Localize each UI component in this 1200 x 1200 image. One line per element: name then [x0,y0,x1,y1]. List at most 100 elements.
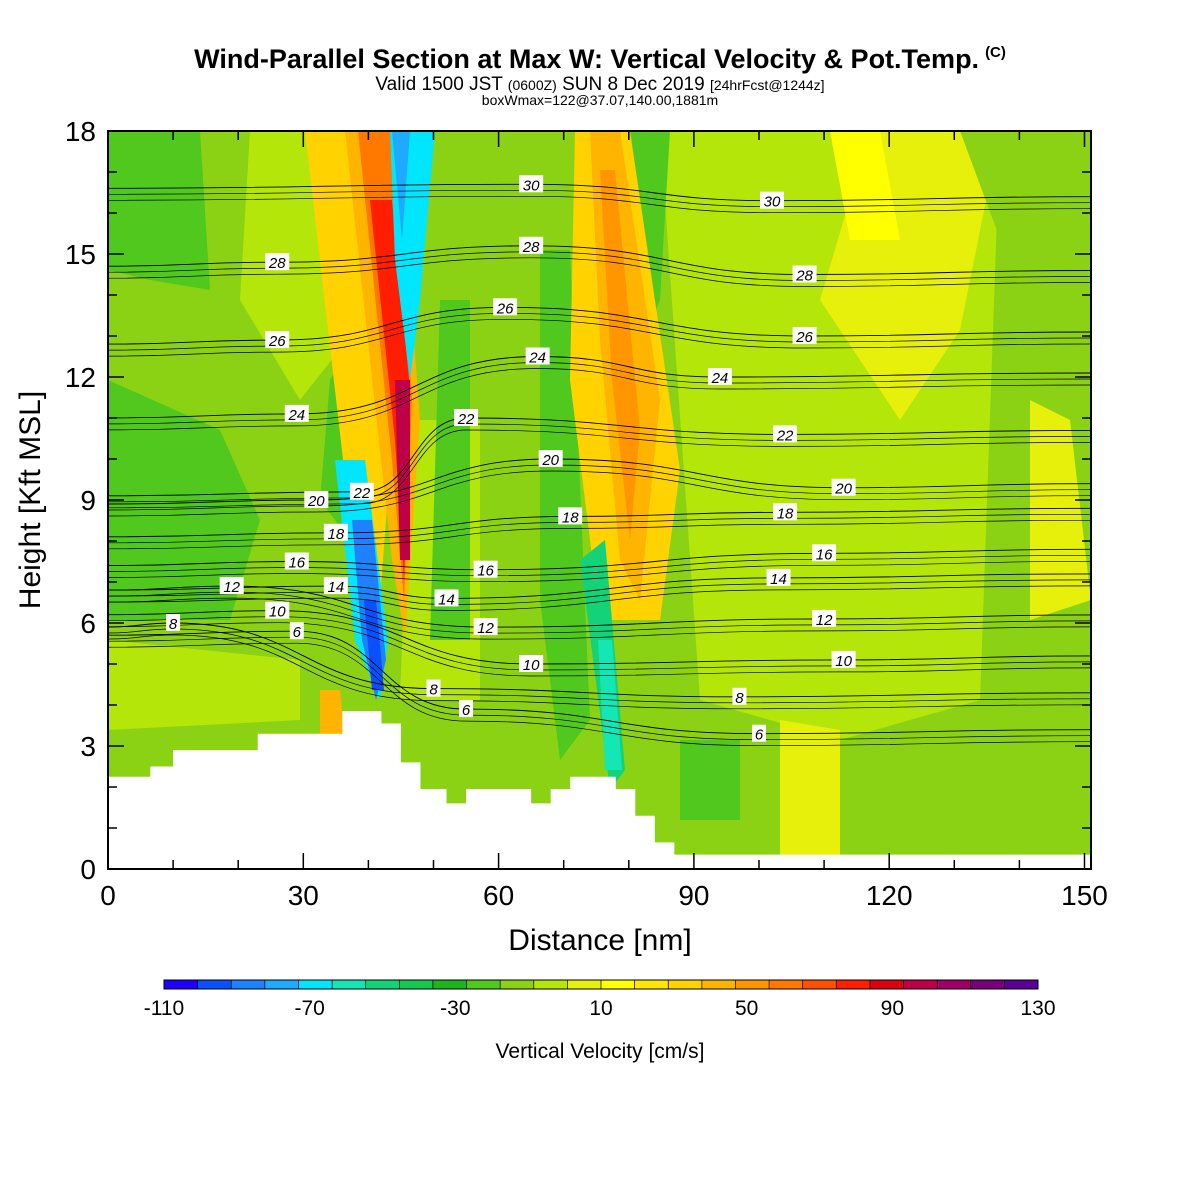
theta-contour-30 [108,183,1091,202]
colorbar-swatch [298,980,333,989]
y-tick-label: 9 [80,485,96,516]
contour-label: 30 [764,194,781,211]
colorbar-label: Vertical Velocity [cm/s] [496,1040,705,1063]
chart-boxline: boxWmax=122@37.07,140.00,1881m [481,92,719,108]
contour-label: 12 [477,620,494,637]
theta-contour-minor [108,423,1091,503]
colorbar-swatch [601,980,636,989]
contour-label-bg [792,327,817,344]
colorbar-tick-label: -70 [294,997,324,1020]
contour-label: 6 [755,727,764,744]
theta-contour-minor [108,636,1091,741]
contour-label: 18 [562,509,579,526]
theta-contour-minor [108,579,1091,605]
colorbar-swatch [432,980,468,989]
contour-label: 8 [735,690,744,707]
contour-label: 16 [477,563,494,580]
colorbar: -110 -70 -30 10 50 90 130 [144,979,1056,1020]
contour-label: 6 [462,702,471,719]
colorbar-tick-label: 10 [589,997,612,1020]
contour-label-bg [265,331,290,349]
contour-label: 8 [169,616,178,633]
theta-contour-6 [108,630,1091,735]
colorbar-swatch [567,980,602,989]
contour-label: 12 [223,579,240,596]
contour-label: 22 [457,411,475,428]
colorbar-frame [163,979,1039,990]
contour-label-bg [812,544,837,562]
contour-label: 10 [269,604,286,621]
theta-contour-28 [108,245,1091,275]
contour-label-bg [525,347,550,365]
colorbar-swatch [500,980,535,989]
contour-label-bg [831,650,856,668]
contour-label: 22 [353,485,371,502]
contour-label-bg [751,724,766,742]
contour-label-bg [519,175,544,193]
contour-label-bg [323,577,348,595]
y-tick-label: 18 [65,116,96,147]
colorbar-swatch [903,980,938,989]
theta-contour-minor [108,368,1091,431]
contour-label: 24 [528,350,546,367]
contour-label-bg [426,679,441,697]
contour-label: 26 [268,333,286,350]
colorbar-swatch [399,980,434,989]
theta-contour-minor [108,642,1091,747]
colorbar-swatch [332,980,367,989]
contour-label: 20 [834,481,852,498]
y-tick-label: 15 [65,239,96,270]
colorbar-swatch [701,980,736,989]
colorbar-tick-label: -30 [440,997,470,1020]
contour-label-bg [284,552,309,570]
x-tick-label: 0 [100,880,116,911]
colorbar-swatch [836,980,871,989]
contour-label-bg [284,404,309,422]
theta-contour-minor [108,189,1091,208]
copyright-mark: (C) [985,44,1006,61]
contour-label-bg [773,503,798,521]
y-tick-label: 3 [80,731,96,762]
contour-label: 28 [795,268,813,285]
contour-label-bg [323,523,348,541]
y-axis: 0 3 6 9 12 15 18 [65,116,1091,885]
contour-label: 22 [776,427,794,444]
colorbar-swatch [735,980,770,989]
contour-label: 14 [770,571,787,588]
theta-contour-minor [108,318,1091,357]
chart-subtitle: Valid 1500 JST (0600Z) SUN 8 Dec 2019 [2… [375,74,825,95]
colorbar-swatch [869,980,905,989]
contour-label-bg [349,482,374,500]
contour-label: 30 [523,177,540,194]
contour-label-bg [434,589,459,607]
theta-contour-minor [108,554,1091,577]
theta-contour-minor [108,585,1091,611]
colorbar-swatch [634,980,669,989]
colorbar-swatch [668,980,703,989]
y-tick-label: 12 [65,362,96,393]
contour-label-bg [454,409,479,426]
colorbar-swatch [1004,980,1039,989]
colorbar-swatch [231,980,266,989]
chart-title: Wind-Parallel Section at Max W: Vertical… [194,44,1006,74]
contour-label: 20 [541,452,559,469]
theta-contour-minor [108,622,1091,677]
colorbar-swatch [365,980,400,989]
colorbar-tick-label: 130 [1020,997,1055,1020]
x-tick-label: 60 [483,880,514,911]
contour-label: 14 [438,591,455,608]
contour-label-bg [519,236,544,254]
contour-label-bg [304,491,329,508]
contour-label: 10 [523,657,540,674]
contour-label: 24 [711,370,729,387]
colorbar-tick-label: -110 [144,997,184,1020]
contour-label: 8 [429,682,438,699]
theta-contour-minor [108,470,1091,517]
colorbar-swatch [264,980,299,989]
x-tick-label: 90 [678,880,709,911]
x-tick-label: 150 [1061,880,1108,911]
contour-label-bg [219,577,244,595]
contour-label-bg [707,368,732,385]
